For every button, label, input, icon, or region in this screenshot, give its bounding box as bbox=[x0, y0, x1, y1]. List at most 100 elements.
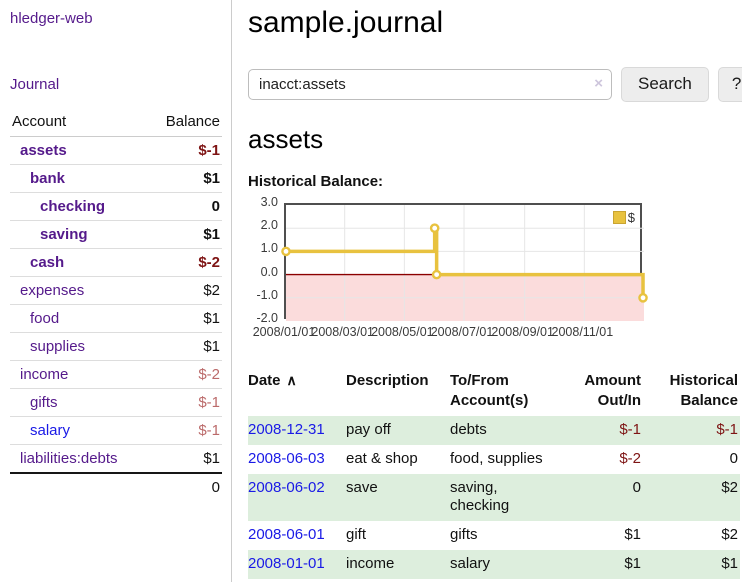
account-link[interactable]: expenses bbox=[20, 282, 85, 299]
header-amount: Amount Out/In bbox=[584, 372, 641, 409]
transaction-accounts: salary bbox=[450, 554, 491, 572]
register-header-row: Date ∧ Description To/From Account(s) Amou… bbox=[248, 369, 740, 416]
data-point-marker bbox=[281, 246, 291, 257]
account-balance: $2 bbox=[147, 276, 222, 305]
account-link[interactable]: saving bbox=[40, 226, 88, 243]
y-axis-tick-label: -1.0 bbox=[256, 287, 278, 302]
account-row: supplies $1 bbox=[10, 332, 222, 361]
account-balance: $-2 bbox=[147, 360, 222, 389]
transaction-accounts: gifts bbox=[450, 526, 478, 543]
account-row: saving $1 bbox=[10, 220, 222, 249]
chart-canvas bbox=[281, 205, 648, 321]
register-table: Date ∧ Description To/From Account(s) Amou… bbox=[248, 369, 740, 579]
account-balance: $-1 bbox=[147, 416, 222, 445]
account-balance: $1 bbox=[147, 220, 222, 249]
y-axis-tick-label: 1.0 bbox=[260, 241, 278, 256]
account-balance: $-1 bbox=[147, 136, 222, 165]
y-axis-tick-label: 0.0 bbox=[260, 264, 278, 279]
account-link[interactable]: supplies bbox=[30, 338, 86, 355]
header-description: Description bbox=[346, 372, 429, 389]
sort-asc-icon: ∧ bbox=[286, 372, 297, 388]
account-link[interactable]: bank bbox=[30, 170, 66, 187]
transaction-balance: $2 bbox=[721, 526, 738, 543]
transaction-date-link[interactable]: 2008-06-02 bbox=[248, 478, 325, 496]
transaction-accounts: food, supplies bbox=[450, 449, 543, 467]
app-title-link[interactable]: hledger-web bbox=[10, 10, 93, 27]
sidebar-item-journal[interactable]: Journal bbox=[10, 76, 60, 93]
account-row: food $1 bbox=[10, 304, 222, 333]
search-input[interactable] bbox=[248, 68, 612, 100]
account-link[interactable]: gifts bbox=[30, 394, 58, 411]
account-link[interactable]: cash bbox=[30, 254, 65, 271]
account-link[interactable]: checking bbox=[40, 198, 106, 215]
account-link[interactable]: liabilities:debts bbox=[20, 450, 118, 467]
table-row: 2008-06-02 save saving, checking 0 $2 bbox=[248, 473, 740, 521]
transaction-accounts: debts bbox=[450, 421, 487, 438]
search-field-wrapper: × bbox=[248, 68, 612, 100]
header-accounts: To/From Account(s) bbox=[450, 372, 529, 409]
y-axis-tick-label: 3.0 bbox=[260, 195, 278, 209]
transaction-description: gift bbox=[346, 526, 367, 543]
transaction-amount: $1 bbox=[624, 526, 641, 543]
account-balance: $-1 bbox=[147, 388, 222, 417]
transaction-description: eat & shop bbox=[346, 449, 418, 467]
chart-plot-area: $ bbox=[281, 203, 648, 321]
account-balance: $1 bbox=[147, 164, 222, 193]
transaction-date-link[interactable]: 2008-12-31 bbox=[248, 421, 325, 438]
transaction-date-link[interactable]: 2008-06-01 bbox=[248, 526, 325, 543]
account-balance: $1 bbox=[147, 332, 222, 361]
table-row: 2008-01-01 income salary $1 $1 bbox=[248, 549, 740, 579]
y-axis-tick-label: 2.0 bbox=[260, 218, 278, 233]
clear-search-icon[interactable]: × bbox=[594, 74, 603, 92]
transaction-description: pay off bbox=[346, 421, 391, 438]
transaction-description: income bbox=[346, 554, 395, 572]
account-row: liabilities:debts $1 bbox=[10, 444, 222, 474]
data-point-marker bbox=[638, 293, 648, 303]
accounts-header-account: Account bbox=[10, 110, 148, 137]
account-balance: $1 bbox=[147, 304, 222, 333]
account-row: bank $1 bbox=[10, 164, 222, 193]
account-row: cash $-2 bbox=[10, 248, 222, 277]
table-row: 2008-06-03 eat & shop food, supplies $-2 0 bbox=[248, 445, 740, 474]
page-title: sample.journal bbox=[248, 6, 444, 39]
accounts-header-balance: Balance bbox=[147, 110, 222, 137]
transaction-balance: $1 bbox=[721, 554, 738, 572]
transaction-amount: $-1 bbox=[619, 421, 641, 438]
x-axis-tick-label: 2008/05/01 bbox=[371, 325, 434, 339]
accounts-header-row: Account Balance bbox=[10, 110, 222, 137]
transaction-amount: $-2 bbox=[619, 449, 641, 467]
transaction-date-link[interactable]: 2008-01-01 bbox=[248, 554, 325, 572]
transaction-date-link[interactable]: 2008-06-03 bbox=[248, 449, 325, 467]
account-balance: $1 bbox=[147, 444, 222, 474]
account-balance: 0 bbox=[147, 192, 222, 221]
x-axis-tick-label: 2008/09/01 bbox=[491, 325, 554, 339]
data-point-marker bbox=[429, 223, 440, 234]
account-link[interactable]: food bbox=[30, 310, 60, 327]
transaction-description: save bbox=[346, 478, 378, 496]
help-button[interactable]: ? bbox=[717, 66, 742, 102]
account-row: salary $-1 bbox=[10, 416, 222, 445]
account-link[interactable]: assets bbox=[20, 142, 67, 159]
account-balance: $-2 bbox=[147, 248, 222, 277]
header-date[interactable]: Date ∧ bbox=[248, 372, 297, 389]
main-content: sample.journal × Search ? assets Histori… bbox=[233, 0, 742, 582]
data-point-marker bbox=[431, 269, 442, 280]
account-heading: assets bbox=[248, 124, 324, 154]
x-axis-tick-label: 2008/01/01 bbox=[252, 325, 316, 339]
transaction-balance: $-1 bbox=[716, 421, 738, 438]
search-button[interactable]: Search bbox=[621, 66, 709, 102]
account-row: assets $-1 bbox=[10, 136, 222, 165]
account-link[interactable]: income bbox=[20, 366, 69, 383]
x-axis-tick-label: 2008/07/01 bbox=[430, 325, 494, 339]
header-balance: Historical Balance bbox=[669, 372, 738, 409]
accounts-total-row: 0 bbox=[10, 472, 222, 501]
x-axis-tick-label: 2008/03/01 bbox=[311, 325, 374, 339]
chart-legend: $ bbox=[612, 210, 635, 225]
account-row: gifts $-1 bbox=[10, 388, 222, 417]
transaction-accounts: saving, checking bbox=[450, 478, 510, 515]
y-axis-tick-label: -2.0 bbox=[256, 311, 278, 325]
transaction-balance: $2 bbox=[721, 478, 738, 496]
historical-balance-chart: $ 3.0 2.0 1.0 0.0 -1.0 -2.0 2008/01/01 2008/03/… bbox=[248, 195, 738, 349]
account-link[interactable]: salary bbox=[30, 422, 71, 439]
x-axis-tick-label: 2008/11/01 bbox=[551, 325, 614, 339]
